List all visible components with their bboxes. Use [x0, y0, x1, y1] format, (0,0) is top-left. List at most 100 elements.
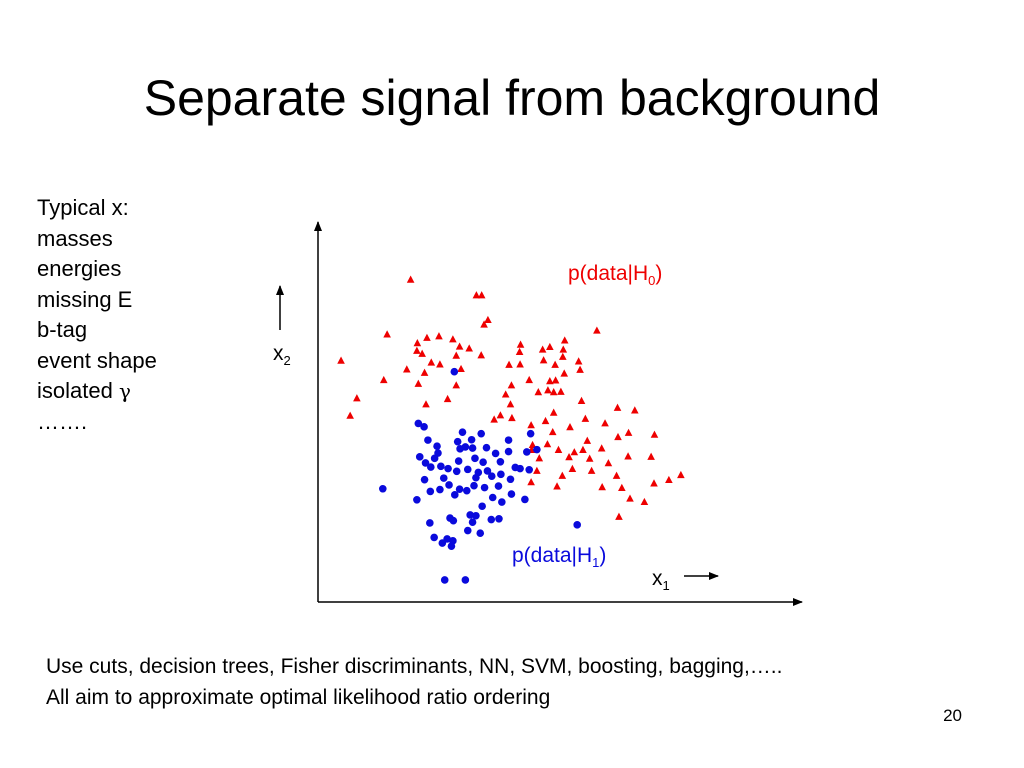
h0-data-point	[583, 436, 592, 444]
h0-data-point	[549, 388, 558, 396]
h0-data-point	[477, 351, 485, 359]
h0-data-point	[516, 340, 525, 348]
h1-data-point	[421, 459, 430, 467]
h1-data-point	[414, 419, 423, 428]
h0-data-point	[618, 483, 626, 491]
h0-data-point	[574, 357, 583, 365]
h0-data-point	[577, 396, 586, 404]
h1-data-point	[478, 502, 486, 511]
h0-data-point	[543, 440, 552, 448]
h0-data-point	[541, 416, 550, 425]
h1-data-point	[533, 445, 541, 454]
list-item: masses	[37, 225, 113, 251]
h0-data-point	[551, 376, 560, 384]
h0-data-point	[560, 336, 569, 344]
h0-data-point	[613, 403, 622, 411]
footer-text-line-1: Use cuts, decision trees, Fisher discrim…	[46, 655, 783, 678]
h0-data-point	[615, 512, 623, 520]
list-item: event shape	[37, 347, 157, 373]
h0-data-point	[560, 369, 569, 377]
x-axis-label: x1	[652, 567, 670, 593]
h0-data-point	[650, 479, 658, 487]
h1-data-point	[439, 474, 448, 482]
h0-data-point	[501, 390, 510, 398]
h0-data-point	[379, 375, 388, 384]
h1-data-point	[450, 367, 459, 376]
h0-data-point	[576, 365, 584, 373]
h0-data-point	[533, 466, 541, 474]
h1-data-point	[491, 449, 500, 458]
h1-data-point	[470, 481, 478, 490]
h1-data-point	[433, 442, 441, 451]
list-item: isolated γ	[37, 376, 157, 407]
series-label-h1-sub: 1	[592, 555, 599, 570]
h0-data-point	[505, 360, 513, 368]
h1-data-point	[430, 454, 439, 463]
h0-data-point	[559, 345, 568, 353]
h0-data-point	[422, 400, 430, 408]
h1-data-point	[436, 485, 444, 494]
h0-data-point	[601, 419, 609, 427]
h0-data-point	[593, 326, 601, 334]
h0-data-point	[472, 291, 481, 299]
h1-data-point	[415, 453, 424, 461]
h0-data-point	[516, 360, 524, 368]
h1-data-point	[455, 485, 464, 493]
footer-text-line-2: All aim to approximate optimal likelihoo…	[46, 686, 551, 709]
h1-data-point	[449, 516, 458, 525]
h0-data-point	[640, 497, 649, 506]
h0-data-point	[549, 408, 558, 416]
h1-data-point	[494, 482, 503, 490]
h1-data-point	[480, 483, 489, 492]
h0-data-point	[539, 356, 548, 364]
h1-data-point	[498, 498, 506, 506]
h0-data-point	[597, 444, 606, 452]
h0-data-point	[414, 379, 423, 387]
list-item: …….	[37, 408, 88, 434]
h1-data-point	[430, 533, 438, 542]
h1-data-point	[471, 454, 479, 463]
h0-data-point	[650, 430, 659, 438]
h0-data-point	[455, 342, 464, 350]
h1-data-point	[521, 495, 529, 504]
h0-data-point	[544, 386, 552, 394]
h1-data-point	[496, 457, 505, 466]
h1-data-point	[452, 467, 461, 476]
h0-data-point	[423, 333, 431, 341]
h0-data-point	[566, 423, 574, 431]
h0-data-point	[490, 415, 498, 423]
h0-data-point	[436, 360, 444, 368]
h0-data-point	[337, 356, 345, 364]
h1-data-point	[477, 429, 486, 438]
x-axis-label-base: x	[652, 567, 663, 590]
h0-data-point	[527, 421, 535, 429]
y-axis-label: x2	[273, 342, 291, 368]
h1-data-point	[504, 447, 513, 456]
h1-data-point	[420, 423, 428, 431]
h0-data-point	[598, 483, 606, 491]
h0-data-point	[413, 339, 422, 347]
h1-data-point	[523, 448, 531, 456]
h1-data-point	[461, 443, 470, 451]
h1-data-point	[472, 473, 480, 482]
h0-data-point	[413, 346, 421, 354]
h1-data-point	[444, 464, 452, 473]
h1-data-point	[472, 511, 480, 520]
slide-title: Separate signal from background	[143, 70, 881, 126]
list-item-text: isolated	[37, 378, 119, 403]
h0-data-point	[484, 315, 492, 324]
h0-data-point	[418, 349, 426, 357]
h0-data-point	[604, 459, 613, 467]
h0-data-point	[452, 351, 461, 359]
h1-data-point	[483, 467, 492, 475]
h1-data-point	[463, 526, 472, 535]
h1-data-point	[468, 444, 477, 452]
h0-data-point	[508, 413, 516, 422]
h0-data-point	[535, 454, 544, 462]
h1-data-point	[463, 465, 472, 474]
h1-data-point	[495, 514, 503, 523]
h1-data-point	[451, 491, 459, 499]
h1-data-point	[379, 484, 387, 493]
h0-data-point	[538, 345, 547, 353]
